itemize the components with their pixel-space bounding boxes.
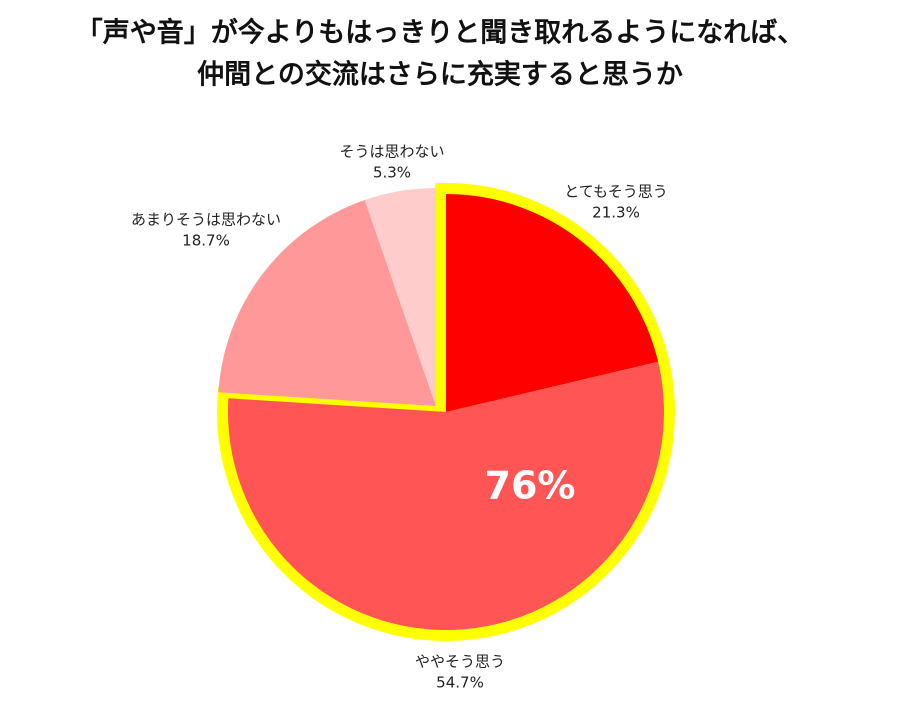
- pie-slice: [227, 361, 665, 630]
- annotation: 76%: [485, 464, 576, 508]
- value-label: 5.3%: [373, 164, 411, 182]
- value-label: 54.7%: [436, 674, 484, 692]
- chart-title: 仲間との交流はさらに充実すると思うか: [197, 59, 683, 91]
- pie-slice: [364, 188, 436, 406]
- chart-title: 「声や音」が今よりもはっきりと聞き取れるようになれば、: [76, 17, 804, 49]
- slice-label: あまりそうは思わない: [131, 211, 281, 229]
- slice-label: ややそう思う: [415, 653, 505, 671]
- pie-slice: [446, 194, 659, 412]
- pie-slice: [218, 199, 436, 406]
- slice-label: とてもそう思う: [564, 183, 668, 201]
- value-label: 21.3%: [592, 204, 640, 222]
- slice-label: そうは思わない: [339, 143, 444, 161]
- value-label: 18.7%: [182, 232, 230, 250]
